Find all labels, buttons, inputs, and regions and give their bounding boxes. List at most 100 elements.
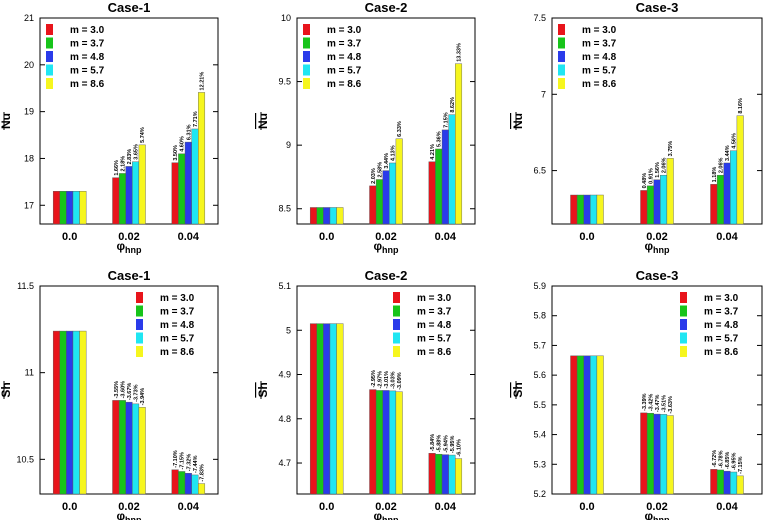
y-tick-label: 11 — [25, 368, 34, 378]
bar-3.7-0.04 — [178, 471, 186, 495]
bar-3.0-0.04 — [710, 184, 718, 225]
bar-5.7-0.0 — [329, 323, 337, 495]
bar-8.6-0.0 — [79, 191, 87, 225]
y-tick-label: 5.9 — [533, 281, 546, 291]
y-axis-label: Sh — [511, 382, 525, 397]
legend-label: m = 5.7 — [582, 66, 617, 77]
data-label: 12.21% — [200, 72, 206, 91]
bar-8.6-0.04 — [455, 458, 463, 495]
bar-3.7-0.0 — [316, 207, 324, 225]
bar-3.7-0.04 — [435, 148, 443, 225]
data-label: -3.03% — [391, 371, 397, 389]
legend-swatch — [393, 292, 400, 303]
legend-swatch — [136, 292, 143, 303]
bar-4.8-0.0 — [66, 330, 74, 495]
legend-swatch — [680, 292, 687, 303]
data-label: 2.58% — [377, 162, 383, 178]
x-tick-label: 0.0 — [62, 231, 77, 243]
x-tick-label: 0.02 — [375, 231, 396, 243]
y-axis-label: Sh — [256, 382, 270, 397]
legend-swatch — [558, 37, 565, 49]
x-tick-label: 0.0 — [579, 231, 594, 243]
y-tick-label: 7 — [541, 89, 546, 99]
y-tick-label: 4.7 — [278, 458, 291, 468]
y-tick-label: 9 — [286, 140, 291, 150]
legend-swatch — [680, 332, 687, 344]
legend-swatch — [136, 305, 143, 317]
y-tick-label: 5.1 — [278, 281, 291, 291]
legend-label: m = 3.0 — [704, 293, 739, 304]
bar-5.7-0.04 — [191, 128, 199, 225]
bar-5.7-0.04 — [730, 150, 738, 225]
bar-3.0-0.04 — [428, 161, 436, 225]
legend-label: m = 4.8 — [70, 52, 105, 63]
x-tick-label: 0.04 — [435, 231, 457, 243]
data-label: 0.91% — [648, 168, 654, 184]
data-label: 7.15% — [443, 112, 449, 128]
bar-8.6-0.02 — [138, 144, 146, 225]
data-label: 3.50% — [173, 145, 179, 161]
data-label: 8.62% — [450, 97, 456, 113]
y-tick-label: 5.6 — [533, 370, 546, 380]
bar-4.8-0.0 — [583, 194, 591, 225]
bar-3.7-0.0 — [59, 330, 67, 495]
legend-swatch — [46, 24, 53, 35]
legend: m = 3.0 m = 3.7 m = 4.8 m = 5.7 m = 8.6 — [46, 24, 105, 90]
legend-swatch — [680, 305, 687, 317]
y-axis-label: Nu — [256, 113, 270, 129]
bar-3.0-0.04 — [428, 453, 436, 495]
data-label: 6.33% — [397, 121, 403, 137]
x-tick-label: 0.04 — [178, 501, 200, 513]
bar-4.8-0.04 — [184, 473, 192, 495]
legend-label: m = 3.0 — [160, 293, 195, 304]
data-label: 7.71% — [193, 111, 199, 127]
x-tick-label: 0.02 — [118, 501, 139, 513]
data-label: 5.74% — [140, 127, 146, 143]
data-label: -6.95% — [732, 452, 738, 470]
y-tick-label: 5.8 — [533, 311, 546, 321]
data-label: 2.06% — [718, 157, 724, 173]
data-label: -3.51% — [662, 395, 668, 413]
bar-3.0-0.0 — [309, 323, 317, 495]
data-label: -7.15% — [180, 452, 186, 470]
data-label: 3.65% — [134, 144, 140, 160]
legend-swatch — [303, 51, 310, 62]
y-tick-label: 4.9 — [278, 370, 291, 380]
chart-title: Case-3 — [636, 0, 679, 15]
legend: m = 3.0 m = 3.7 m = 4.8 m = 5.7 m = 8.6 — [303, 24, 362, 90]
data-label: -3.67% — [127, 383, 133, 401]
bar-3.0-0.0 — [52, 330, 60, 495]
bar-5.7-0.02 — [132, 161, 140, 225]
bar-3.0-0.0 — [570, 355, 578, 495]
bar-4.8-0.02 — [653, 413, 661, 495]
x-axis-label: φhnp — [116, 239, 142, 255]
data-label: 5.36% — [437, 131, 443, 147]
bar-5.7-0.0 — [590, 194, 598, 225]
y-tick-label: 9.5 — [278, 77, 291, 87]
legend-label: m = 8.6 — [160, 347, 195, 358]
data-label: 13.33% — [457, 43, 463, 62]
y-tick-label: 5 — [286, 325, 291, 335]
data-label: -3.39% — [642, 393, 648, 411]
data-label: 2.03% — [371, 168, 377, 184]
x-tick-label: 0.0 — [579, 501, 594, 513]
bar-3.0-0.02 — [369, 389, 377, 495]
legend-label: m = 5.7 — [417, 334, 452, 345]
data-label: -5.95% — [450, 436, 456, 454]
chart-title: Case-3 — [636, 268, 679, 283]
data-label: -3.55% — [114, 381, 120, 399]
data-label: -6.72% — [712, 450, 718, 468]
legend-label: m = 5.7 — [327, 66, 362, 77]
legend-swatch — [558, 64, 565, 76]
legend-label: m = 3.7 — [160, 307, 195, 318]
chart-title: Case-2 — [365, 0, 408, 15]
bar-5.7-0.0 — [590, 355, 598, 495]
legend-label: m = 3.7 — [582, 39, 617, 50]
bar-3.0-0.04 — [710, 469, 718, 495]
y-axis-label: Nu — [0, 113, 13, 129]
bar-4.8-0.0 — [66, 191, 74, 225]
bar-4.8-0.02 — [125, 401, 133, 495]
bar-3.0-0.04 — [171, 469, 179, 495]
chart-panel-5: Case-2 4.7 4.8 4.9 5 5.1 Sh 0.0 0.02 -2.95% -2.97%… — [256, 268, 476, 520]
